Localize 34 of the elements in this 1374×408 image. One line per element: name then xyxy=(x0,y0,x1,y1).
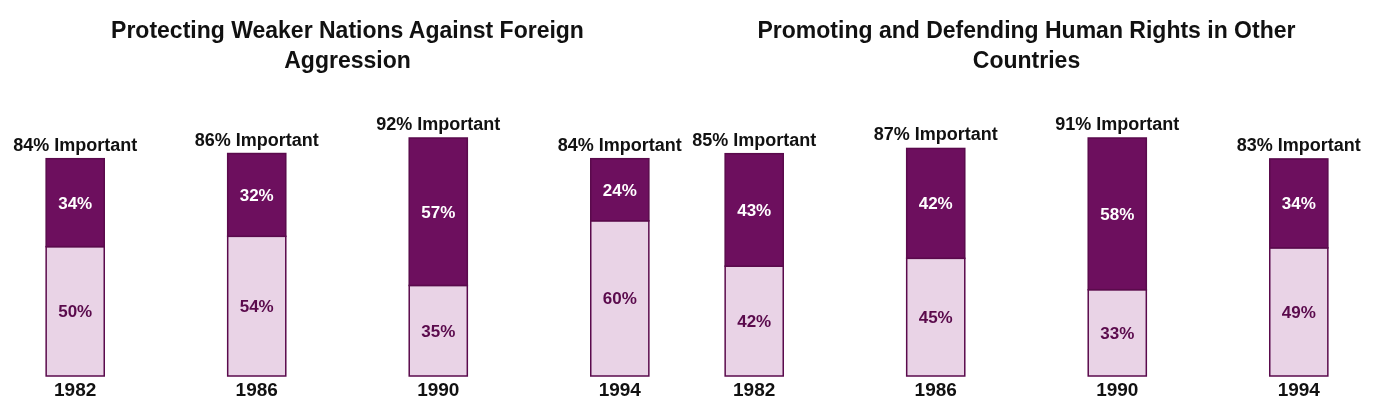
data-label: 45% xyxy=(918,308,953,328)
data-label: 35% xyxy=(421,321,456,341)
data-label: 34% xyxy=(1281,194,1316,214)
data-label: 43% xyxy=(737,200,772,220)
data-label: 42% xyxy=(918,194,953,214)
x-tick-label: 1982 xyxy=(54,379,97,400)
data-label: 54% xyxy=(239,297,274,317)
x-tick-label: 1986 xyxy=(235,379,278,400)
total-label: 83% Important xyxy=(1236,134,1361,155)
data-label: 50% xyxy=(58,302,93,322)
data-label: 34% xyxy=(58,193,93,213)
total-label: 84% Important xyxy=(13,134,138,155)
total-label: 86% Important xyxy=(194,129,319,150)
chart-title: Protecting Weaker Nations Against Foreign Aggression xyxy=(111,17,584,73)
total-label: 85% Important xyxy=(692,129,817,150)
data-label: 24% xyxy=(602,180,637,200)
total-label: 87% Important xyxy=(873,124,998,145)
data-label: 57% xyxy=(421,202,456,222)
x-tick-label: 1994 xyxy=(598,379,642,400)
data-label: 60% xyxy=(602,289,637,309)
chart-title: Promoting and Defending Human Rights in Other Countries xyxy=(757,17,1296,73)
x-tick-label: 1986 xyxy=(914,379,957,400)
data-label: 32% xyxy=(239,185,274,205)
total-label: 92% Important xyxy=(376,114,501,134)
data-label: 49% xyxy=(1281,302,1316,322)
data-label: 33% xyxy=(1100,323,1135,343)
data-label: 58% xyxy=(1100,204,1135,224)
x-tick-label: 1990 xyxy=(417,379,460,400)
total-label: 91% Important xyxy=(1055,114,1180,134)
total-label: 84% Important xyxy=(557,134,682,155)
x-tick-label: 1994 xyxy=(1277,379,1321,400)
data-label: 42% xyxy=(737,312,772,332)
x-tick-label: 1982 xyxy=(733,379,776,400)
x-tick-label: 1990 xyxy=(1096,379,1139,400)
